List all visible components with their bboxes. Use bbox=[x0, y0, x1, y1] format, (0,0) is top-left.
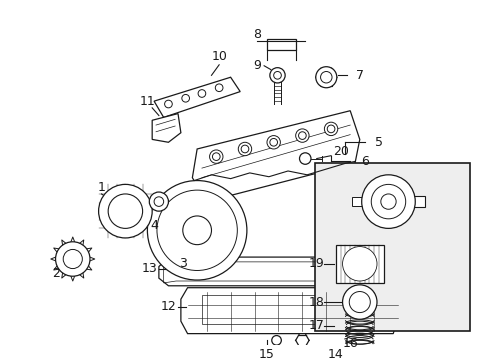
Text: 15: 15 bbox=[259, 348, 274, 360]
Circle shape bbox=[99, 184, 152, 238]
Bar bbox=[351, 197, 370, 206]
Text: 6: 6 bbox=[360, 155, 368, 168]
Text: 20: 20 bbox=[332, 145, 348, 158]
Text: 17: 17 bbox=[308, 319, 324, 333]
Circle shape bbox=[324, 122, 337, 136]
Circle shape bbox=[326, 125, 334, 133]
Circle shape bbox=[182, 94, 189, 102]
Text: 3: 3 bbox=[179, 257, 186, 270]
Polygon shape bbox=[181, 288, 397, 334]
Text: 14: 14 bbox=[327, 348, 343, 360]
Circle shape bbox=[56, 242, 90, 276]
Bar bbox=[202, 295, 354, 324]
Circle shape bbox=[266, 136, 280, 149]
Bar bbox=[266, 39, 295, 50]
Circle shape bbox=[299, 153, 310, 164]
Bar bbox=[314, 163, 469, 331]
Circle shape bbox=[370, 184, 405, 219]
Bar bbox=[405, 196, 424, 207]
Circle shape bbox=[154, 197, 163, 206]
Text: 7: 7 bbox=[355, 69, 363, 82]
Text: 4: 4 bbox=[150, 219, 158, 232]
Circle shape bbox=[198, 90, 205, 97]
Bar bbox=[335, 245, 383, 283]
Text: 5: 5 bbox=[374, 136, 382, 149]
Text: 2: 2 bbox=[53, 267, 61, 280]
Circle shape bbox=[348, 292, 369, 312]
Text: 10: 10 bbox=[211, 50, 226, 63]
Circle shape bbox=[273, 72, 281, 79]
Text: 8: 8 bbox=[253, 28, 261, 41]
Circle shape bbox=[269, 139, 277, 146]
Circle shape bbox=[63, 249, 82, 269]
Circle shape bbox=[342, 247, 376, 281]
Text: 12: 12 bbox=[160, 300, 176, 313]
Circle shape bbox=[212, 153, 220, 161]
Circle shape bbox=[361, 175, 414, 228]
Text: 13: 13 bbox=[141, 262, 157, 275]
Text: 1: 1 bbox=[97, 181, 105, 194]
Circle shape bbox=[380, 194, 395, 209]
Polygon shape bbox=[192, 111, 359, 202]
Circle shape bbox=[295, 129, 308, 142]
Circle shape bbox=[157, 190, 237, 270]
Circle shape bbox=[238, 142, 251, 156]
Circle shape bbox=[149, 192, 168, 211]
Text: 16: 16 bbox=[342, 337, 357, 350]
Circle shape bbox=[320, 72, 331, 83]
Circle shape bbox=[315, 67, 336, 88]
Circle shape bbox=[147, 181, 246, 280]
Text: 11: 11 bbox=[139, 95, 155, 108]
Circle shape bbox=[298, 132, 305, 139]
Text: 19: 19 bbox=[308, 257, 324, 270]
Polygon shape bbox=[152, 114, 181, 142]
Circle shape bbox=[342, 285, 376, 319]
Circle shape bbox=[215, 84, 223, 91]
Circle shape bbox=[164, 100, 172, 108]
Circle shape bbox=[183, 216, 211, 245]
Circle shape bbox=[269, 68, 285, 83]
Circle shape bbox=[209, 150, 223, 163]
Polygon shape bbox=[159, 257, 373, 286]
Polygon shape bbox=[154, 77, 240, 117]
Circle shape bbox=[108, 194, 142, 228]
Text: 18: 18 bbox=[308, 296, 324, 309]
Circle shape bbox=[241, 145, 248, 153]
Circle shape bbox=[271, 336, 281, 345]
Text: 9: 9 bbox=[253, 59, 261, 72]
